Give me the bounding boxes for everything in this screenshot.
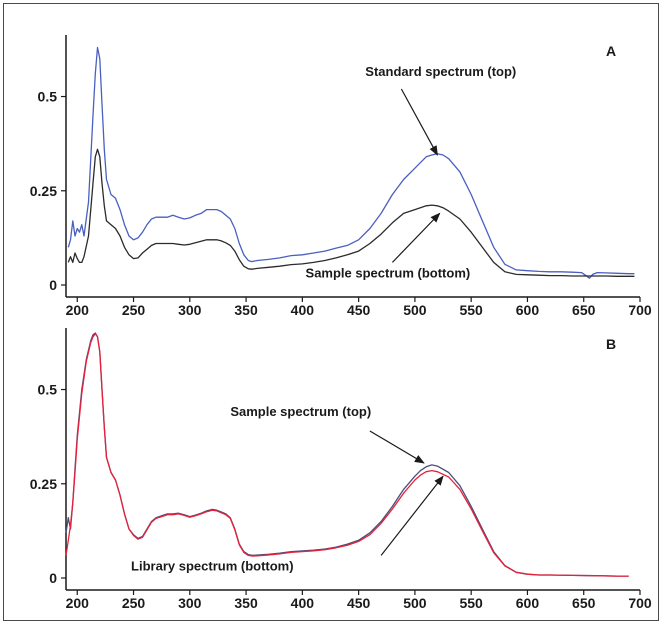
x-tick-label: 250 [122, 595, 146, 611]
x-tick-label: 250 [122, 302, 146, 318]
figure-frame [3, 3, 659, 621]
y-tick-label: 0.5 [38, 89, 58, 105]
annotation-arrow [391, 212, 441, 263]
annotation-label: Sample spectrum (bottom) [306, 265, 471, 280]
x-tick-label: 600 [516, 595, 540, 611]
x-tick-label: 450 [347, 302, 371, 318]
x-tick-label: 400 [291, 595, 315, 611]
x-tick-label: 650 [572, 302, 596, 318]
series-top-line [67, 46, 635, 279]
y-tick-label: 0.5 [38, 382, 58, 398]
x-tick-label: 550 [459, 595, 483, 611]
x-tick-label: 700 [628, 302, 652, 318]
panel-a: 200 250 300 350 400 450 500 550 600 650 700 0 0.25 0.… [30, 35, 652, 318]
series-bottom-line [65, 333, 629, 577]
x-tick-label: 550 [459, 302, 483, 318]
y-tick-label: 0.25 [30, 183, 57, 199]
x-tick-label: 300 [178, 595, 202, 611]
panel-b: 200 250 300 350 400 450 500 550 600 650 700 0 0.25 0.… [30, 328, 652, 611]
annotation-arrow [380, 475, 444, 556]
y-tick-label: 0 [49, 277, 57, 293]
x-tick-label: 350 [234, 595, 258, 611]
x-tick-label: 700 [628, 595, 652, 611]
x-tick-label: 500 [403, 595, 427, 611]
x-tick-label: 450 [347, 595, 371, 611]
panel-label: B [606, 336, 616, 352]
x-tick-label: 300 [178, 302, 202, 318]
annotation-label: Standard spectrum (top) [365, 64, 516, 79]
panel-label: A [606, 43, 616, 59]
x-tick-label: 400 [291, 302, 315, 318]
x-tick-label: 200 [66, 302, 90, 318]
x-tick-label: 600 [516, 302, 540, 318]
y-tick-label: 0.25 [30, 476, 57, 492]
x-tick-label: 500 [403, 302, 427, 318]
annotation-label: Library spectrum (bottom) [131, 558, 294, 573]
series-bottom-line [67, 148, 635, 277]
x-tick-label: 200 [66, 595, 90, 611]
annotation-label: Sample spectrum (top) [230, 404, 371, 419]
annotation-arrow [369, 430, 425, 464]
annotation-arrow [400, 88, 438, 156]
y-tick-label: 0 [49, 570, 57, 586]
x-tick-label: 650 [572, 595, 596, 611]
x-tick-label: 350 [234, 302, 258, 318]
series-top-line [65, 332, 629, 577]
